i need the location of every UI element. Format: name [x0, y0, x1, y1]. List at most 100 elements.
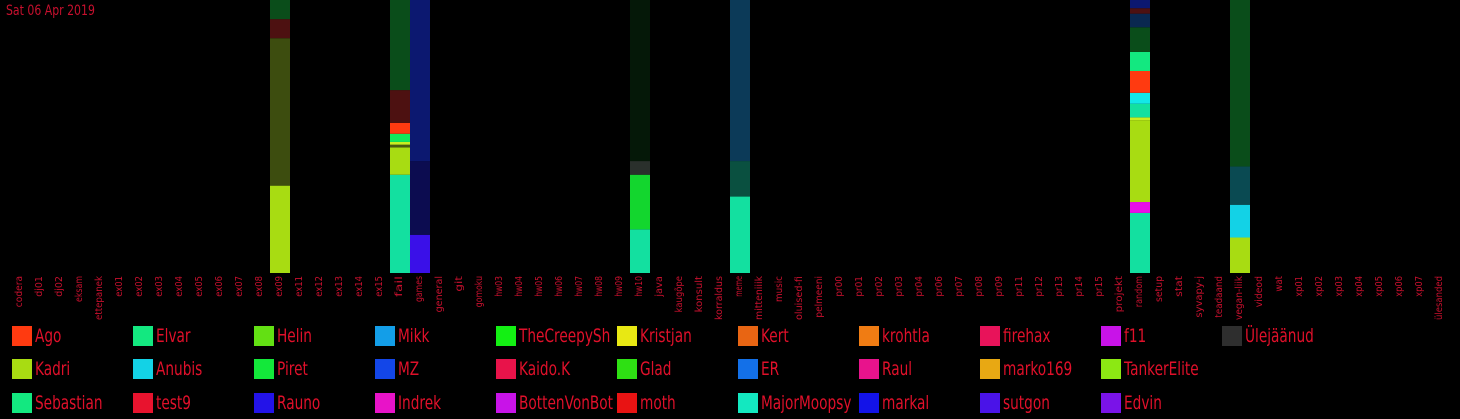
category-label-xp05: xp05 [1374, 276, 1385, 297]
legend-item: moth [617, 392, 736, 414]
category-label-xp01: xp01 [1294, 276, 1305, 297]
legend-swatch [980, 326, 1000, 346]
category-label-syvapy-j: syvapy-j [1194, 276, 1205, 318]
category-label-ex08: ex08 [254, 276, 265, 297]
bar-segment-ex09-3 [270, 0, 290, 20]
category-label-hw05: hw05 [534, 276, 545, 297]
legend-item: Kadri [12, 358, 131, 380]
legend-item: ER [738, 358, 857, 380]
legend-label: Edvin [1124, 392, 1162, 414]
bar-segment-fail-1 [390, 147, 410, 175]
bar-segment-fail-2 [390, 144, 410, 148]
legend-item: TankerElite [1101, 358, 1220, 380]
legend-item: Kaido.K [496, 358, 615, 380]
bar-segment-random-6 [1130, 70, 1150, 93]
legend-item: markal [859, 392, 978, 414]
category-label-videod: videod [1254, 276, 1265, 307]
category-label-general: general [434, 276, 445, 312]
legend-swatch [859, 393, 879, 413]
bar-segment-random-7 [1130, 51, 1150, 71]
legend-label: sutgon [1003, 392, 1050, 414]
bar-segment-vegan-liik-1 [1230, 204, 1250, 238]
bar-segment-games-0 [410, 234, 430, 273]
category-label-pr08: pr08 [974, 276, 985, 297]
legend-item: Piret [254, 358, 373, 380]
category-label-pr00: pr00 [834, 276, 845, 297]
bar-segment-random-8 [1130, 27, 1150, 52]
category-label-oluised-fi: oluised-fi [794, 276, 805, 320]
category-label-eksam: eksam [74, 276, 85, 302]
category-label-mitteniiik: mitteniiik [754, 276, 765, 320]
category-label-pr07: pr07 [954, 276, 965, 297]
category-label-xp06: xp06 [1394, 276, 1405, 297]
legend-swatch [375, 359, 395, 379]
legend-swatch [496, 359, 516, 379]
bar-segment-hw10-0 [630, 229, 650, 273]
category-label-setup: setup [1154, 276, 1165, 302]
legend-item: Elvar [133, 325, 252, 347]
category-label-stat: stat [1174, 276, 1185, 297]
legend-label: MajorMoopsy [761, 392, 852, 414]
legend-swatch [738, 326, 758, 346]
legend-label: MZ [398, 358, 420, 380]
category-label-ex13: ex13 [334, 276, 345, 297]
category-label-ex11: ex11 [294, 276, 305, 297]
legend-swatch [617, 326, 637, 346]
legend-item: Rauno [254, 392, 373, 414]
category-label-pr01: pr01 [854, 276, 865, 297]
bar-segment-fail-5 [390, 122, 410, 134]
legend-swatch [375, 326, 395, 346]
legend-item: Glad [617, 358, 736, 380]
legend-item: Indrek [375, 392, 494, 414]
legend-swatch [12, 359, 32, 379]
legend-label: Kaido.K [519, 358, 571, 380]
legend-swatch [12, 393, 32, 413]
bar-segment-ex09-2 [270, 19, 290, 39]
legend: Ago Elvar Helin Mikk TheCreepySh Kristjan Kert… [0, 320, 1460, 419]
bar-segment-fail-7 [390, 0, 410, 91]
legend-label: ER [761, 358, 780, 380]
legend-label: marko169 [1003, 358, 1073, 380]
bar-segment-random-5 [1130, 92, 1150, 104]
category-label-ettepanek: ettepanek [94, 276, 105, 320]
category-label-ex04: ex04 [174, 276, 185, 297]
bar-segment-ex09-1 [270, 38, 290, 186]
legend-swatch [254, 393, 274, 413]
legend-item: Sebastian [12, 392, 131, 414]
legend-label: Anubis [156, 358, 203, 380]
legend-label: Piret [277, 358, 308, 380]
bar-segment-random-3 [1130, 117, 1150, 121]
bar-segment-random-11 [1130, 0, 1150, 9]
legend-swatch [254, 326, 274, 346]
bar-segment-random-4 [1130, 103, 1150, 118]
legend-swatch [133, 359, 153, 379]
bar-segment-random-9 [1130, 13, 1150, 28]
legend-swatch [133, 326, 153, 346]
category-label-xp03: xp03 [1334, 276, 1345, 297]
category-label-teadaand: teadaand [1214, 276, 1225, 318]
legend-label: Ago [35, 325, 62, 347]
category-label-ex01: ex01 [114, 276, 125, 297]
legend-label: Indrek [398, 392, 442, 414]
legend-item: Edvin [1101, 392, 1220, 414]
legend-swatch [1101, 393, 1121, 413]
legend-label: TankerElite [1124, 358, 1199, 380]
bar-segment-random-0 [1130, 212, 1150, 273]
legend-swatch [617, 359, 637, 379]
category-label-projekt: projekt [1114, 276, 1125, 312]
legend-label: krohtla [882, 325, 930, 347]
category-label-codera: codera [14, 276, 25, 307]
bar-segment-ex09-0 [270, 185, 290, 273]
category-label-ülesanded: ülesanded [1434, 276, 1445, 320]
category-label-hw03: hw03 [494, 276, 505, 297]
legend-item: krohtla [859, 325, 978, 347]
legend-swatch [254, 359, 274, 379]
bar-segment-fail-3 [390, 141, 410, 145]
legend-swatch [133, 393, 153, 413]
legend-label: Rauno [277, 392, 321, 414]
legend-item: Ülejäänud [1222, 325, 1341, 347]
legend-swatch [617, 393, 637, 413]
category-label-pr02: pr02 [874, 276, 885, 297]
bar-segment-hw10-2 [630, 161, 650, 175]
category-label-ex03: ex03 [154, 276, 165, 297]
